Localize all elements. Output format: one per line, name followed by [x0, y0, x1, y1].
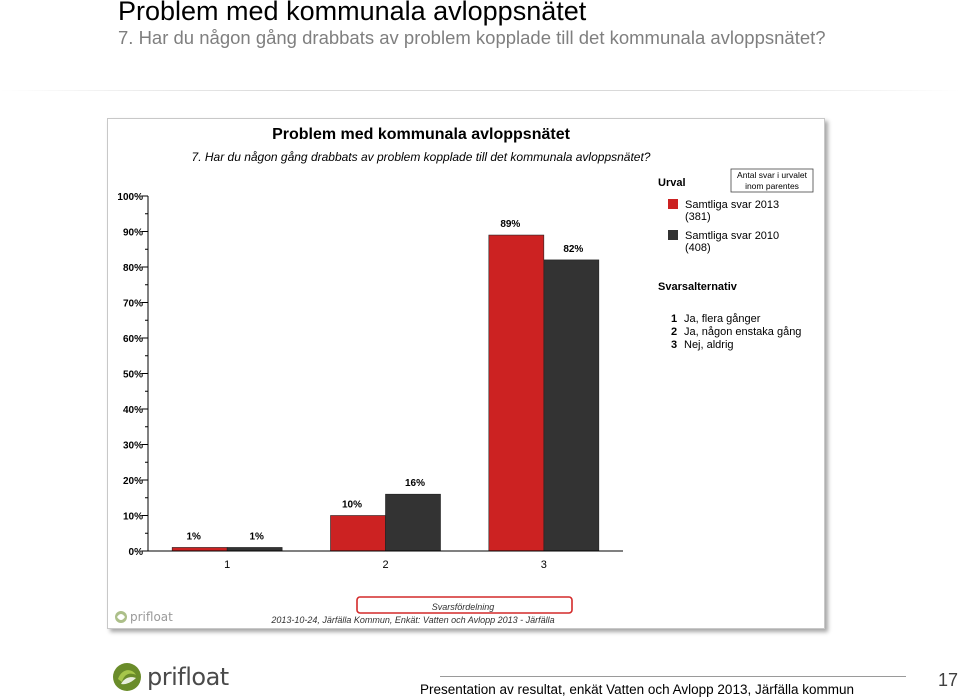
bar-2010-cat-1 [226, 547, 283, 552]
y-tick-label: 0% [129, 547, 144, 558]
bar-2013-cat-3 [488, 234, 545, 552]
option-1-num: 1 [671, 313, 677, 325]
bars [171, 234, 600, 552]
bar-2013-cat-2 [330, 515, 386, 552]
chart-footer-title: Svarsfördelning [432, 602, 495, 612]
x-tick-label: 2 [382, 559, 388, 571]
y-tick-label: 30% [123, 441, 143, 452]
bar-value-label: 1% [249, 531, 264, 542]
legend-swatch-2010 [668, 230, 678, 240]
bar-2013-cat-1 [171, 547, 228, 552]
legend-count-2010: (408) [685, 242, 711, 254]
y-tick-label: 80% [123, 263, 143, 274]
option-1-label: Ja, flera gånger [684, 313, 761, 325]
option-2-num: 2 [671, 326, 677, 338]
legend-note-box [730, 168, 814, 193]
bar-2010-cat-3 [543, 259, 600, 552]
legend-title: Urval [658, 177, 686, 189]
chart-footer-source: 2013-10-24, Järfälla Kommun, Enkät: Vatt… [270, 615, 554, 625]
prifloat-logo-icon [113, 663, 141, 691]
footer-brand: prifloat [147, 663, 229, 691]
footer-divider [440, 676, 906, 677]
x-axis: 1 2 3 [148, 550, 623, 571]
x-tick-label: 1 [224, 559, 230, 571]
bar-value-label: 10% [342, 500, 362, 511]
legend-count-2013: (381) [685, 211, 711, 223]
y-tick-label: 90% [123, 228, 143, 239]
bar-chart: Problem med kommunala avloppsnätet 7. Ha… [115, 126, 814, 625]
y-tick-label: 70% [123, 299, 143, 310]
options-title: Svarsalternativ [658, 281, 738, 293]
slide-title: Problem med kommunala avloppsnätet [118, 0, 587, 26]
chart-subtitle: 7. Har du någon gång drabbats av problem… [192, 150, 651, 164]
chart-panel: Problem med kommunala avloppsnätet 7. Ha… [107, 118, 825, 629]
bar-value-label: 82% [563, 244, 583, 255]
y-tick-label: 60% [123, 334, 143, 345]
legend-label-2010: Samtliga svar 2010 [685, 230, 779, 242]
legend-label-2013: Samtliga svar 2013 [685, 199, 779, 211]
x-tick-label: 3 [541, 559, 547, 571]
option-3-label: Nej, aldrig [684, 339, 734, 351]
y-tick-label: 40% [123, 405, 143, 416]
chart-title: Problem med kommunala avloppsnätet [272, 126, 571, 143]
legend-swatch-2013 [668, 199, 678, 209]
title-divider [0, 90, 960, 91]
footer-logo: prifloat [112, 662, 229, 692]
y-tick-label: 50% [123, 370, 143, 381]
inner-logo-icon [115, 611, 127, 623]
y-tick-label: 10% [123, 512, 143, 523]
footer-caption: Presentation av resultat, enkät Vatten o… [419, 682, 854, 697]
y-axis: 0% 10% 20% 30% 40% 50% 60% 70% 80% 90% 100% [117, 192, 149, 558]
option-3-num: 3 [671, 339, 677, 351]
svarsfordelning-highlight-box [356, 596, 573, 614]
bar-2010-cat-2 [385, 493, 441, 552]
inner-logo-text: prifloat [130, 610, 173, 624]
page-number: 17 [938, 670, 959, 690]
bar-value-label: 89% [500, 219, 520, 230]
bar-value-labels: 1% 1% 10% 16% 89% 82% [186, 219, 583, 542]
legend-note-line-1: Antal svar i urvalet [737, 170, 808, 180]
y-tick-label: 20% [123, 476, 143, 487]
slide-subtitle: 7. Har du någon gång drabbats av problem… [118, 27, 826, 48]
y-tick-label: 100% [117, 192, 143, 203]
legend-note-line-2: inom parentes [745, 181, 799, 191]
bar-value-label: 1% [186, 531, 201, 542]
option-2-label: Ja, någon enstaka gång [684, 326, 801, 338]
bar-value-label: 16% [405, 478, 425, 489]
